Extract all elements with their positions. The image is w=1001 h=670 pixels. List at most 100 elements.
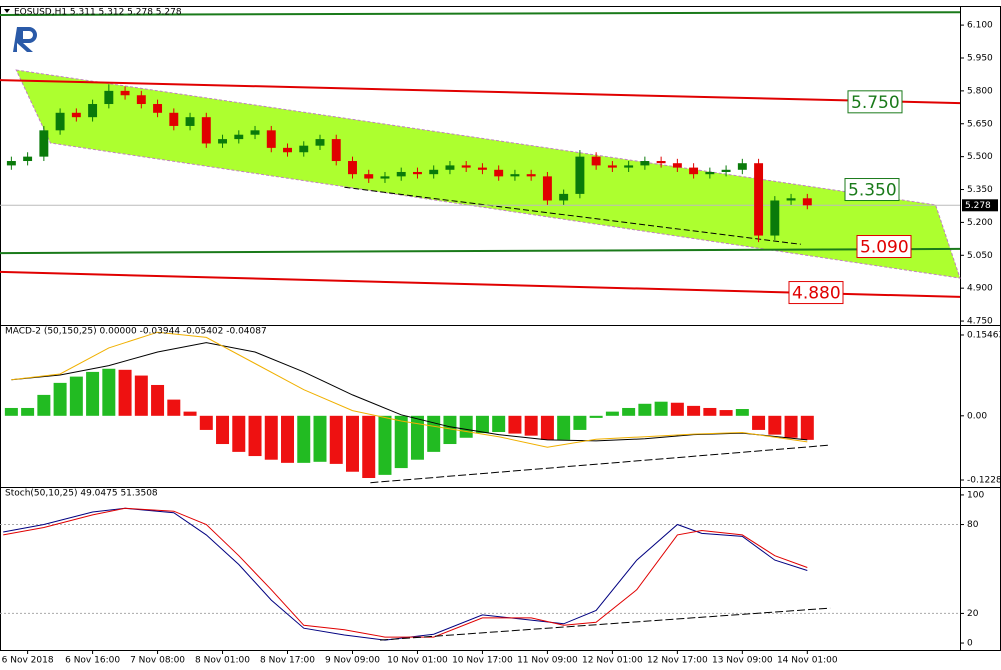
- macd-line: [11, 342, 808, 442]
- candle-body: [234, 134, 244, 140]
- logo: [13, 27, 37, 52]
- histogram-bar: [21, 407, 35, 416]
- histogram-bar: [540, 415, 554, 440]
- histogram-bar: [670, 402, 684, 416]
- histogram-bar: [605, 411, 619, 416]
- candle-body: [185, 117, 195, 126]
- candle-body: [266, 130, 276, 148]
- candle-body: [461, 165, 471, 168]
- candle-body: [656, 161, 666, 164]
- candle-body: [429, 169, 439, 175]
- candle-body: [721, 169, 731, 172]
- level-label-box: [844, 178, 900, 202]
- histogram-bar: [264, 415, 278, 460]
- histogram-bar: [589, 415, 603, 418]
- y-tick-label: 5.800: [967, 86, 993, 96]
- histogram-bar: [394, 415, 408, 469]
- histogram-bar: [199, 415, 213, 430]
- y-tick-label: 4.900: [967, 284, 993, 294]
- y-tick-label: 4.750: [967, 317, 993, 327]
- candle-body: [39, 130, 49, 157]
- y-tick-label: 80: [967, 520, 979, 530]
- histogram-bar: [410, 415, 424, 460]
- y-tick-label: 0.15463: [967, 330, 1001, 340]
- candle-body: [250, 130, 260, 135]
- histogram-bar: [427, 415, 441, 452]
- last-price-label: 5.278: [965, 201, 991, 211]
- x-tick-label: 13 Nov 09:00: [712, 656, 773, 666]
- y-tick-label: 5.200: [967, 218, 993, 228]
- x-tick-label: 11 Nov 09:00: [517, 656, 578, 666]
- macd-line: [11, 331, 808, 448]
- candle-body: [315, 139, 325, 146]
- x-tick-label: 8 Nov 17:00: [260, 656, 315, 666]
- candle-body: [283, 147, 292, 153]
- y-tick-label: 0.00: [967, 411, 987, 421]
- level-label: 4.880: [792, 284, 841, 304]
- candle-body: [640, 161, 650, 166]
- y-tick-label: 0: [967, 639, 973, 649]
- candle-body: [218, 139, 228, 144]
- histogram-bar: [573, 415, 587, 430]
- candle-body: [331, 139, 341, 162]
- histogram-bar: [4, 407, 18, 416]
- level-label: 5.750: [851, 93, 900, 113]
- histogram-bar: [638, 403, 652, 416]
- candle-body: [510, 174, 520, 177]
- last-price-box: [962, 199, 998, 212]
- candle-body: [689, 167, 699, 175]
- level-label-box: [847, 90, 903, 114]
- candle-body: [153, 104, 163, 113]
- histogram-bar: [248, 415, 262, 457]
- histogram-bar: [86, 371, 100, 416]
- candle-body: [169, 112, 179, 126]
- x-tick-label: 12 Nov 01:00: [582, 656, 643, 666]
- histogram-bar: [216, 415, 230, 445]
- y-tick-label: 5.650: [967, 119, 993, 129]
- y-tick-label: 6.100: [967, 21, 993, 31]
- candle-body: [201, 117, 211, 144]
- panel-title: MACD-2 (50,150,25) 0.00000 -0.03944 -0.0…: [5, 327, 267, 337]
- channel: [15, 69, 961, 279]
- histogram-bar: [134, 375, 148, 416]
- candle-body: [591, 156, 601, 166]
- candle-body: [380, 176, 390, 179]
- histogram-bar: [443, 415, 457, 445]
- x-tick-label: 14 Nov 01:00: [777, 656, 838, 666]
- level-line: [0, 11, 961, 16]
- histogram-bar: [459, 415, 473, 438]
- histogram-bar: [281, 415, 295, 463]
- candle-body: [23, 156, 33, 162]
- candle-body: [348, 161, 357, 175]
- candle-body: [494, 169, 504, 177]
- candle-body: [542, 176, 552, 201]
- candle-body: [104, 90, 114, 105]
- histogram-bar: [118, 369, 132, 416]
- panel: 100 80 20 0 6 Nov 2018 6 Nov 16:00 7 Nov 08:00…: [0, 487, 1001, 666]
- candle-body: [6, 161, 16, 166]
- trendline: [380, 607, 831, 641]
- candle-body: [88, 104, 98, 118]
- candle-body: [136, 95, 146, 105]
- y-tick-label: -0.12283: [967, 476, 1001, 486]
- trendline: [344, 186, 801, 245]
- histogram-bar: [102, 368, 116, 416]
- candle-body: [120, 90, 130, 96]
- candle-body: [299, 145, 309, 153]
- level-label-box: [856, 235, 912, 259]
- histogram-bar: [800, 415, 814, 440]
- candle-body: [770, 200, 780, 236]
- histogram-bar: [151, 384, 165, 416]
- candle-body: [412, 171, 422, 175]
- y-tick-label: 20: [967, 609, 979, 619]
- x-tick-label: 8 Nov 01:00: [195, 656, 250, 666]
- x-tick-label: 6 Nov 2018: [2, 656, 54, 666]
- panel: 0.15463 0.00 -0.12283 MACD-2 (50,150,25) 0.…: [0, 325, 1001, 488]
- panel-title: EOSUSD,H1 5.311 5.312 5.278 5.278: [14, 8, 182, 18]
- histogram-bar: [167, 399, 181, 416]
- histogram-bar: [654, 401, 668, 416]
- histogram-bar: [703, 407, 717, 416]
- panel: 6.100 5.950 5.800 5.650 5.500 5.350 5.200 5.050…: [0, 6, 1001, 327]
- menu-arrow: [4, 9, 10, 13]
- candle-body: [55, 112, 65, 131]
